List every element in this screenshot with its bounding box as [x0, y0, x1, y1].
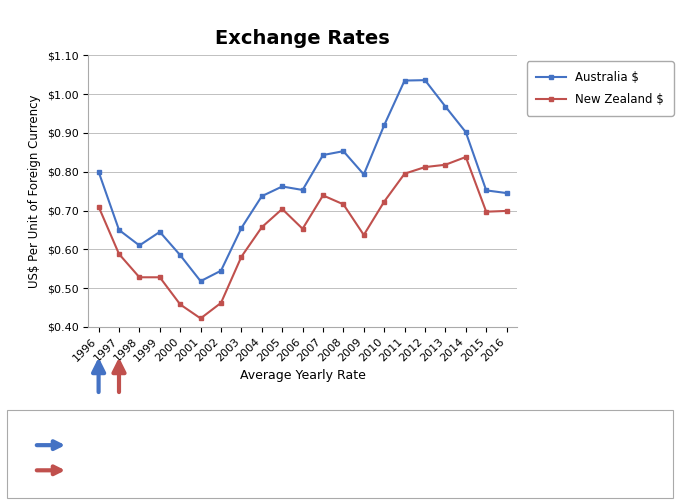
New Zealand $: [197, 315, 205, 321]
New Zealand $: [156, 274, 164, 280]
Line: Australia $: Australia $: [96, 78, 509, 284]
New Zealand $: [237, 254, 245, 260]
Australia $: [421, 77, 429, 83]
Australia $: [217, 268, 225, 274]
New Zealand $: [482, 209, 490, 215]
Australia $: [278, 184, 286, 190]
Title: Exchange Rates: Exchange Rates: [216, 29, 390, 48]
New Zealand $: [176, 301, 184, 307]
New Zealand $: [299, 226, 307, 232]
Line: New Zealand $: New Zealand $: [96, 154, 509, 321]
Australia $: [441, 104, 449, 110]
Australia $: [482, 187, 490, 193]
New Zealand $: [135, 274, 143, 280]
New Zealand $: [339, 201, 347, 207]
Australia $: [237, 225, 245, 231]
New Zealand $: [115, 251, 123, 257]
Australia $: [258, 193, 266, 199]
Legend: Australia $, New Zealand $: Australia $, New Zealand $: [527, 61, 674, 116]
New Zealand $: [319, 192, 327, 198]
New Zealand $: [95, 204, 103, 210]
Australia $: [339, 148, 347, 154]
Australia $: [135, 242, 143, 248]
Australia $: [115, 227, 123, 233]
Text: Initial capital injection in the Australia subsidiary: Initial capital injection in the Austral…: [78, 439, 368, 452]
Australia $: [462, 129, 470, 135]
Australia $: [319, 152, 327, 158]
New Zealand $: [421, 164, 429, 170]
Australia $: [299, 187, 307, 193]
New Zealand $: [217, 300, 225, 306]
Text: Initial capital injection in the New Zealand subsidiary: Initial capital injection in the New Zea…: [78, 464, 393, 477]
New Zealand $: [462, 154, 470, 160]
Australia $: [401, 77, 409, 83]
X-axis label: Average Yearly Rate: Average Yearly Rate: [239, 369, 366, 382]
Australia $: [503, 190, 511, 196]
Australia $: [380, 122, 388, 128]
Australia $: [360, 172, 368, 178]
New Zealand $: [278, 206, 286, 212]
New Zealand $: [503, 208, 511, 214]
New Zealand $: [258, 224, 266, 230]
New Zealand $: [360, 232, 368, 238]
Australia $: [197, 278, 205, 284]
New Zealand $: [380, 199, 388, 205]
New Zealand $: [441, 162, 449, 168]
New Zealand $: [401, 171, 409, 177]
Australia $: [176, 252, 184, 258]
Y-axis label: US$ Per Unit of Foreign Currency: US$ Per Unit of Foreign Currency: [29, 95, 41, 288]
Australia $: [95, 169, 103, 175]
Australia $: [156, 229, 164, 235]
